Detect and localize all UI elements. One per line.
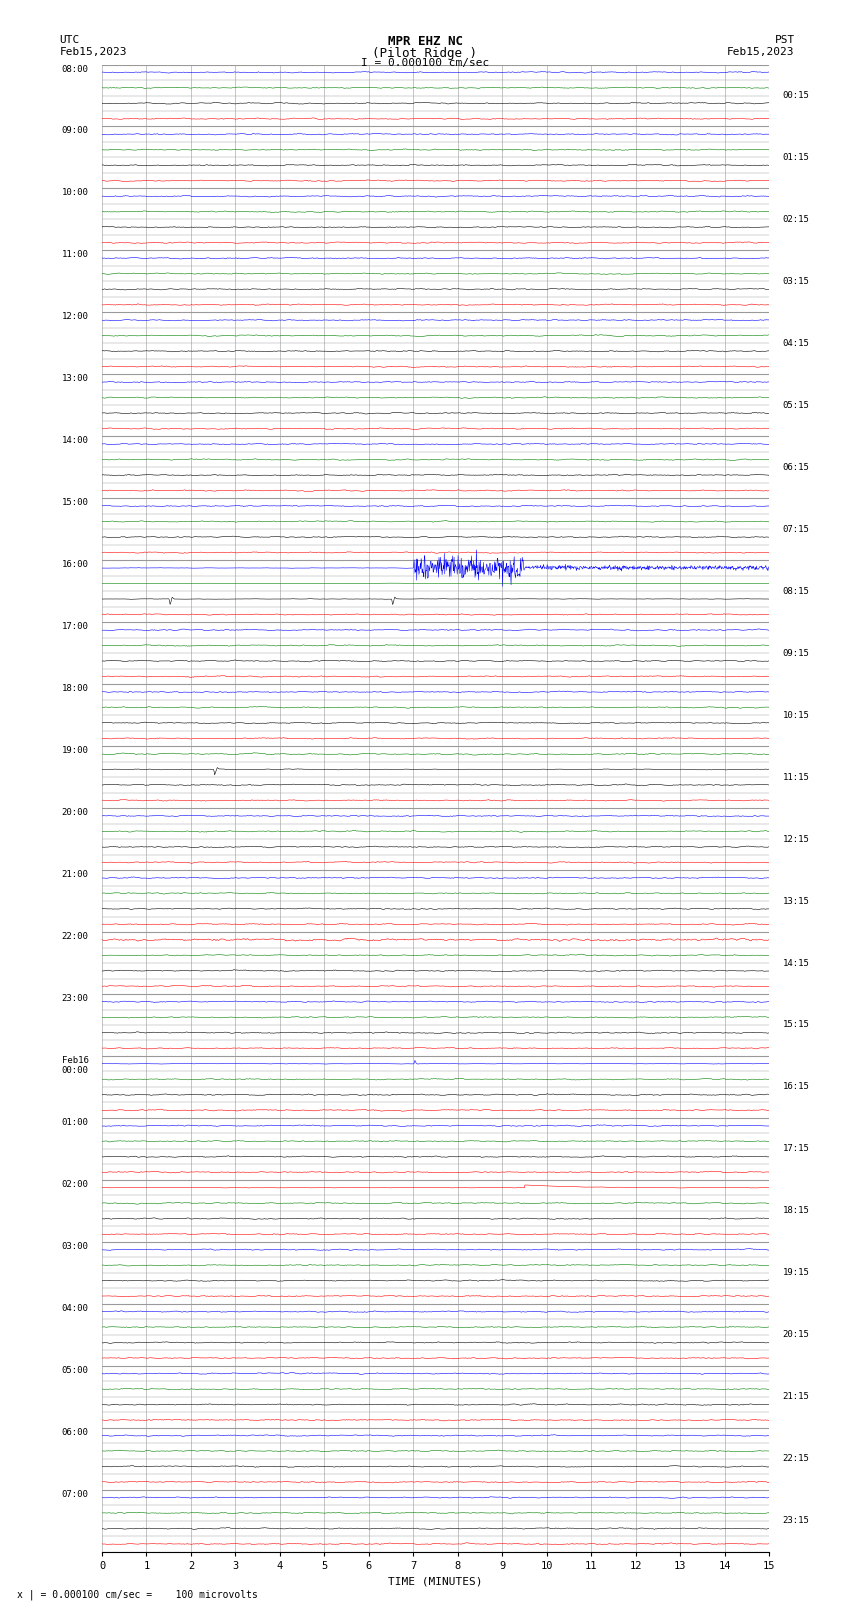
Text: 09:00: 09:00 — [62, 126, 88, 135]
Text: 13:00: 13:00 — [62, 374, 88, 384]
Text: 11:15: 11:15 — [783, 773, 809, 782]
Text: 02:15: 02:15 — [783, 215, 809, 224]
Text: 09:15: 09:15 — [783, 648, 809, 658]
Text: 03:15: 03:15 — [783, 277, 809, 286]
Text: I = 0.000100 cm/sec: I = 0.000100 cm/sec — [361, 58, 489, 68]
Text: 16:15: 16:15 — [783, 1082, 809, 1092]
Text: 17:00: 17:00 — [62, 623, 88, 631]
Text: 16:00: 16:00 — [62, 560, 88, 569]
Text: 05:00: 05:00 — [62, 1366, 88, 1374]
Text: 12:00: 12:00 — [62, 313, 88, 321]
Text: 22:15: 22:15 — [783, 1455, 809, 1463]
Text: 14:15: 14:15 — [783, 958, 809, 968]
Text: 22:00: 22:00 — [62, 932, 88, 940]
Text: MPR EHZ NC: MPR EHZ NC — [388, 35, 462, 48]
Text: 21:00: 21:00 — [62, 869, 88, 879]
Text: 08:00: 08:00 — [62, 65, 88, 74]
Text: 02:00: 02:00 — [62, 1181, 88, 1189]
Text: Feb16
00:00: Feb16 00:00 — [62, 1057, 88, 1076]
Text: 12:15: 12:15 — [783, 834, 809, 844]
Text: 07:00: 07:00 — [62, 1490, 88, 1498]
Text: 21:15: 21:15 — [783, 1392, 809, 1402]
Text: 23:15: 23:15 — [783, 1516, 809, 1526]
Text: 03:00: 03:00 — [62, 1242, 88, 1250]
Text: Feb15,2023: Feb15,2023 — [728, 47, 795, 56]
Text: 18:15: 18:15 — [783, 1207, 809, 1215]
Text: 23:00: 23:00 — [62, 994, 88, 1003]
Text: 17:15: 17:15 — [783, 1145, 809, 1153]
Text: 19:15: 19:15 — [783, 1268, 809, 1277]
Text: PST: PST — [774, 35, 795, 45]
Text: 15:15: 15:15 — [783, 1021, 809, 1029]
Text: 01:15: 01:15 — [783, 153, 809, 161]
Text: 20:15: 20:15 — [783, 1331, 809, 1339]
X-axis label: TIME (MINUTES): TIME (MINUTES) — [388, 1576, 483, 1586]
Text: 04:00: 04:00 — [62, 1303, 88, 1313]
Text: 13:15: 13:15 — [783, 897, 809, 905]
Text: 07:15: 07:15 — [783, 524, 809, 534]
Text: 10:00: 10:00 — [62, 189, 88, 197]
Text: x | = 0.000100 cm/sec =    100 microvolts: x | = 0.000100 cm/sec = 100 microvolts — [17, 1589, 258, 1600]
Text: 18:00: 18:00 — [62, 684, 88, 694]
Text: 08:15: 08:15 — [783, 587, 809, 595]
Text: 01:00: 01:00 — [62, 1118, 88, 1127]
Text: 11:00: 11:00 — [62, 250, 88, 260]
Text: Feb15,2023: Feb15,2023 — [60, 47, 127, 56]
Text: 05:15: 05:15 — [783, 402, 809, 410]
Text: (Pilot Ridge ): (Pilot Ridge ) — [372, 47, 478, 60]
Text: 15:00: 15:00 — [62, 498, 88, 506]
Text: 06:15: 06:15 — [783, 463, 809, 471]
Text: 14:00: 14:00 — [62, 436, 88, 445]
Text: 06:00: 06:00 — [62, 1428, 88, 1437]
Text: 20:00: 20:00 — [62, 808, 88, 818]
Text: UTC: UTC — [60, 35, 80, 45]
Text: 19:00: 19:00 — [62, 747, 88, 755]
Text: 04:15: 04:15 — [783, 339, 809, 348]
Text: 00:15: 00:15 — [783, 90, 809, 100]
Text: 10:15: 10:15 — [783, 711, 809, 719]
